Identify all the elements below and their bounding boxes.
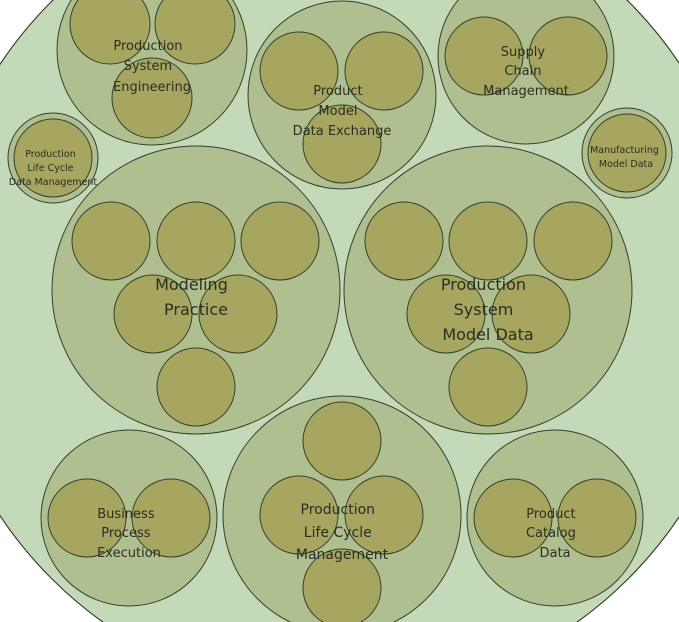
label-line: Production (25, 149, 76, 160)
group-production-life-cycle-data-management[interactable]: Production Life Cycle Data Management (7, 112, 99, 204)
leaf-circle[interactable] (448, 347, 528, 427)
label-line: Product (526, 507, 575, 522)
leaf-circle[interactable] (302, 104, 382, 184)
leaf-circle[interactable] (156, 347, 236, 427)
leaf-circle[interactable] (406, 274, 486, 354)
group-circle (466, 429, 644, 607)
label-line: Practice (164, 300, 228, 319)
leaf-circle[interactable] (240, 201, 320, 281)
leaf-circle[interactable] (71, 201, 151, 281)
label-line: Business (97, 507, 155, 522)
label-line: Life Cycle (304, 525, 372, 541)
leaf-circle[interactable] (344, 475, 424, 555)
label-line: Production (441, 275, 526, 294)
group-label: Supply Chain Management (483, 45, 569, 99)
leaf-circle[interactable] (344, 31, 424, 111)
label-line: Chain (504, 64, 541, 79)
leaf-circle[interactable] (156, 201, 236, 281)
label-line: Supply (501, 45, 546, 60)
leaf-circle[interactable] (528, 16, 608, 96)
leaf-circle[interactable] (444, 16, 524, 96)
group-production-system-model-data[interactable]: Production System Model Data (343, 145, 633, 435)
group-label: Production System Engineering (113, 39, 191, 95)
label-line: Life Cycle (27, 163, 73, 174)
group-label: Modeling Practice (155, 275, 233, 319)
leaf-circle[interactable] (302, 548, 382, 622)
label-line: Modeling (155, 275, 228, 294)
label-line: Manufacturing (590, 145, 659, 156)
leaf-circle[interactable] (154, 0, 236, 65)
leaf-circle[interactable] (113, 274, 193, 354)
leaf-circle[interactable] (448, 201, 528, 281)
label-line: Management (296, 547, 389, 563)
label-line: Management (483, 84, 569, 99)
group-product-catalog-data[interactable]: Product Catalog Data (466, 429, 644, 607)
group-production-life-cycle-management[interactable]: Production Life Cycle Management (222, 395, 462, 622)
leaf-circle[interactable] (302, 401, 382, 481)
group-label: Product Model Data Exchange (293, 84, 392, 139)
label-line: Catalog (526, 526, 576, 541)
label-line: Production (301, 502, 375, 518)
leaf-circle[interactable] (533, 201, 613, 281)
group-label: Production Life Cycle Management (296, 502, 389, 563)
group-production-system-engineering[interactable]: Production System Engineering (56, 0, 248, 146)
leaf-circle[interactable] (47, 478, 127, 558)
group-supply-chain-management[interactable]: Supply Chain Management (437, 0, 615, 145)
leaf-circle[interactable] (69, 0, 151, 65)
label-line: System (124, 59, 172, 74)
leaf-circle[interactable] (259, 475, 339, 555)
group-manufacturing-model-data[interactable]: Manufacturing Model Data (581, 107, 673, 199)
label-line: Product (313, 84, 362, 99)
label-line: Production (113, 39, 182, 54)
label-line: Data Exchange (293, 124, 392, 139)
leaf-circle[interactable] (557, 478, 637, 558)
label-line: Engineering (113, 80, 191, 95)
label-line: Data (539, 546, 570, 561)
group-label: Business Process Execution (97, 507, 161, 561)
group-circle (222, 395, 462, 622)
leaf-circle[interactable] (111, 57, 193, 139)
group-business-process-execution[interactable]: Business Process Execution (40, 429, 218, 607)
label-line: Model (318, 104, 357, 119)
leaf-circle[interactable] (259, 31, 339, 111)
leaf-circle[interactable] (473, 478, 553, 558)
leaf-circle[interactable] (13, 118, 93, 198)
label-line: Data Management (9, 177, 98, 188)
label-line: Model Data (442, 325, 533, 344)
group-label: Product Catalog Data (526, 507, 580, 561)
label-line: System (454, 300, 514, 319)
group-label: Manufacturing Model Data (590, 145, 662, 170)
group-label: Production Life Cycle Data Management (9, 149, 98, 188)
group-product-model-data-exchange[interactable]: Product Model Data Exchange (247, 0, 437, 190)
label-line: Model Data (599, 159, 653, 170)
leaf-circle[interactable] (364, 201, 444, 281)
leaf-circle[interactable] (491, 274, 571, 354)
leaf-circle[interactable] (131, 478, 211, 558)
leaf-circle[interactable] (198, 274, 278, 354)
group-modeling-practice[interactable]: Modeling Practice (51, 145, 341, 435)
label-line: Execution (97, 546, 161, 561)
group-label: Production System Model Data (441, 275, 534, 344)
leaf-circle[interactable] (587, 113, 667, 193)
group-circle (40, 429, 218, 607)
label-line: Process (101, 526, 151, 541)
